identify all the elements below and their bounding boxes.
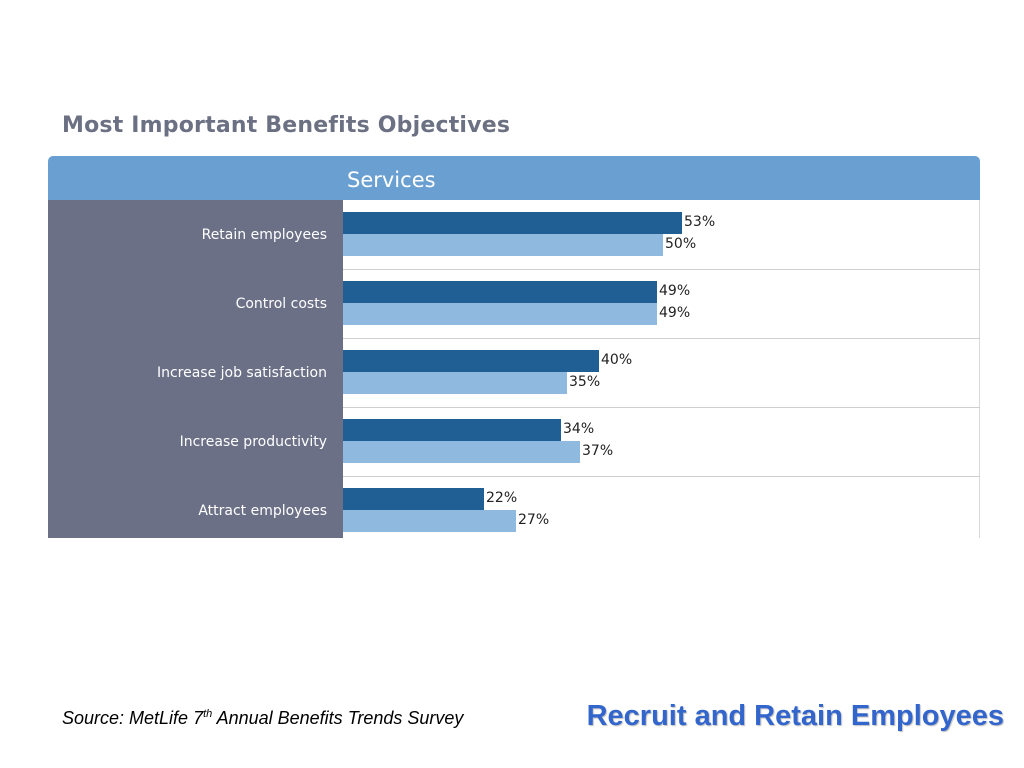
data-label: 40% <box>601 352 633 368</box>
category-label: Retain employees <box>201 227 327 243</box>
row-divider <box>343 338 980 339</box>
bar <box>343 441 580 463</box>
source-note: Source: MetLife 7th Annual Benefits Tren… <box>62 708 463 729</box>
data-label: 50% <box>665 236 697 252</box>
bar <box>343 419 561 441</box>
slide-title: Recruit and Retain Employees <box>586 700 1004 732</box>
data-label: 34% <box>563 421 595 437</box>
bar <box>343 488 484 510</box>
source-suffix: Annual Benefits Trends Survey <box>212 708 464 728</box>
bar <box>343 372 567 394</box>
bar <box>343 234 663 256</box>
data-label: 37% <box>582 443 614 459</box>
category-label: Increase job satisfaction <box>156 365 327 381</box>
bar <box>343 281 657 303</box>
data-label: 53% <box>684 214 716 230</box>
bar <box>343 350 599 372</box>
category-label: Attract employees <box>198 503 327 519</box>
row-divider <box>343 476 980 477</box>
row-divider <box>343 407 980 408</box>
data-label: 49% <box>659 305 691 321</box>
data-label: 27% <box>518 512 550 528</box>
bar <box>343 212 682 234</box>
category-label: Increase productivity <box>179 434 327 450</box>
data-label: 22% <box>486 490 518 506</box>
plot-area: 53% 50% 49% 49% 40% 35% 34% 37% 22% 27% <box>343 200 980 538</box>
chart-title: Most Important Benefits Objectives <box>62 113 511 138</box>
source-prefix: Source: MetLife 7 <box>62 708 204 728</box>
chart-panel: Services Retain employees Control costs In… <box>48 156 980 538</box>
data-label: 49% <box>659 283 691 299</box>
source-superscript: th <box>203 708 213 720</box>
category-label-column: Retain employees Control costs Increase jo… <box>48 200 343 538</box>
row-divider <box>343 269 980 270</box>
chart-header: Services <box>48 156 980 200</box>
bar <box>343 303 657 325</box>
chart-subtitle: Services <box>347 168 436 192</box>
bar <box>343 510 516 532</box>
category-label: Control costs <box>235 296 327 312</box>
data-label: 35% <box>569 374 601 390</box>
